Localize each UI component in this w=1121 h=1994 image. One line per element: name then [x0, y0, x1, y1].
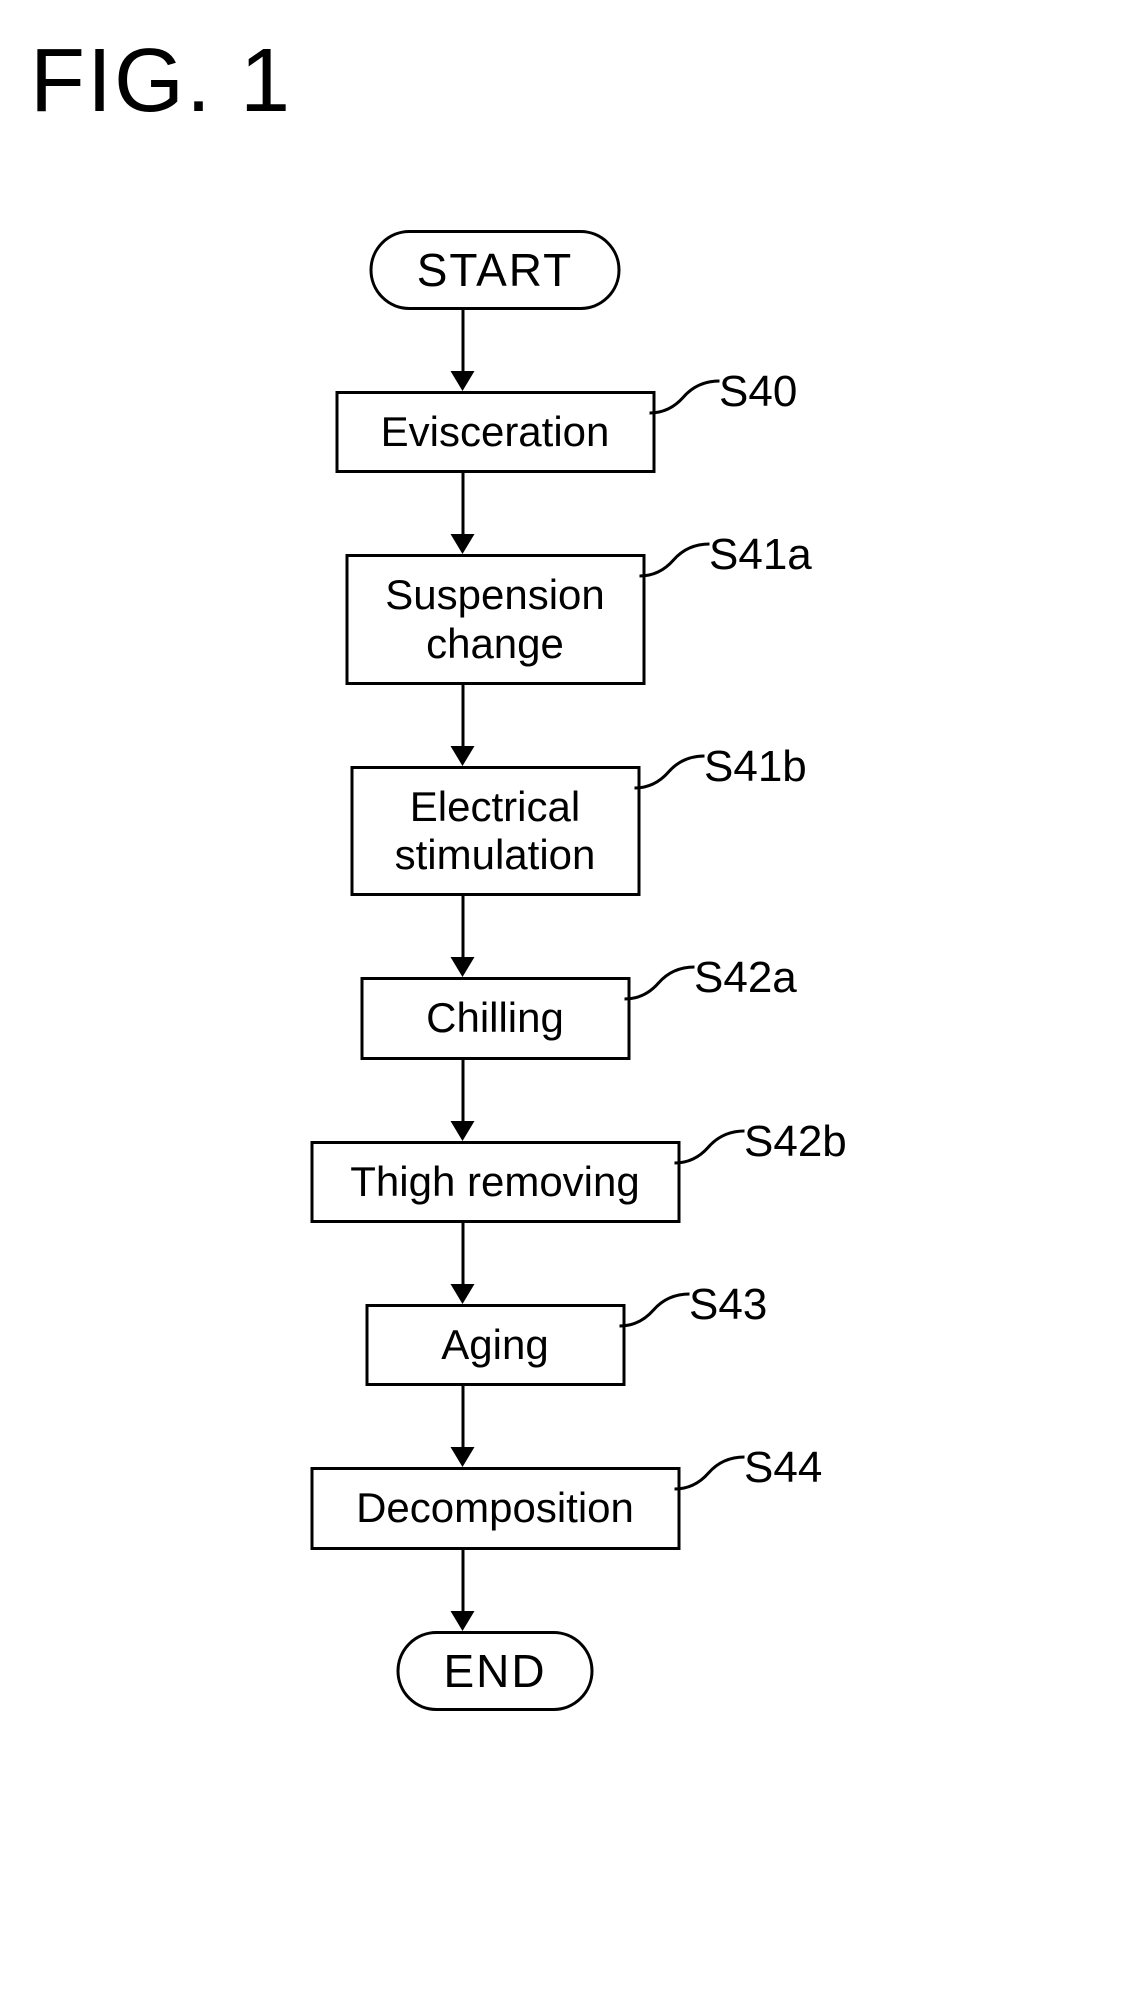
- leader-line: [624, 965, 694, 1005]
- terminator-start: START: [370, 230, 621, 310]
- terminator-end: END: [396, 1631, 593, 1711]
- step-row: ChillingS42a: [0, 977, 1056, 1059]
- process-text: Decomposition: [323, 1484, 667, 1532]
- step-label: S42b: [744, 1117, 847, 1167]
- process-text: Thigh removing: [323, 1158, 667, 1206]
- process-box: Electricalstimulation: [350, 766, 640, 897]
- process-box: Evisceration: [335, 391, 655, 473]
- process-box: Thigh removing: [310, 1141, 680, 1223]
- step-row: AgingS43: [0, 1304, 1056, 1386]
- step-row: EviscerationS40: [0, 391, 1056, 473]
- arrow-down: [451, 310, 475, 391]
- process-box: Aging: [365, 1304, 625, 1386]
- process-box: Decomposition: [310, 1467, 680, 1549]
- process-text: Evisceration: [348, 408, 642, 456]
- step-row: SuspensionchangeS41a: [0, 554, 1056, 685]
- page: FIG. 1 STARTEviscerationS40Suspensioncha…: [0, 0, 1121, 1994]
- process-text: Chilling: [373, 994, 617, 1042]
- flowchart: STARTEviscerationS40SuspensionchangeS41a…: [0, 230, 1056, 1711]
- process-text: Suspension: [358, 571, 632, 619]
- step-label: S40: [719, 367, 797, 417]
- step-label: S44: [744, 1443, 822, 1493]
- figure-title: FIG. 1: [30, 30, 292, 133]
- step-row: ElectricalstimulationS41b: [0, 766, 1056, 897]
- step-label: S42a: [694, 953, 797, 1003]
- step-label: S41b: [704, 742, 807, 792]
- arrow-down: [451, 685, 475, 766]
- step-row: Thigh removingS42b: [0, 1141, 1056, 1223]
- leader-line: [649, 379, 719, 419]
- leader-line: [674, 1455, 744, 1495]
- arrow-down: [451, 1060, 475, 1141]
- arrow-down: [451, 1223, 475, 1304]
- arrow-down: [451, 896, 475, 977]
- step-label: S41a: [709, 530, 812, 580]
- step-row: DecompositionS44: [0, 1467, 1056, 1549]
- process-text: stimulation: [363, 831, 627, 879]
- arrow-down: [451, 1550, 475, 1631]
- process-text: Aging: [378, 1321, 612, 1369]
- arrow-down: [451, 1386, 475, 1467]
- arrow-down: [451, 473, 475, 554]
- step-label: S43: [689, 1280, 767, 1330]
- leader-line: [639, 542, 709, 582]
- process-box: Chilling: [360, 977, 630, 1059]
- leader-line: [619, 1292, 689, 1332]
- process-text: change: [358, 620, 632, 668]
- process-box: Suspensionchange: [345, 554, 645, 685]
- leader-line: [634, 754, 704, 794]
- leader-line: [674, 1129, 744, 1169]
- process-text: Electrical: [363, 783, 627, 831]
